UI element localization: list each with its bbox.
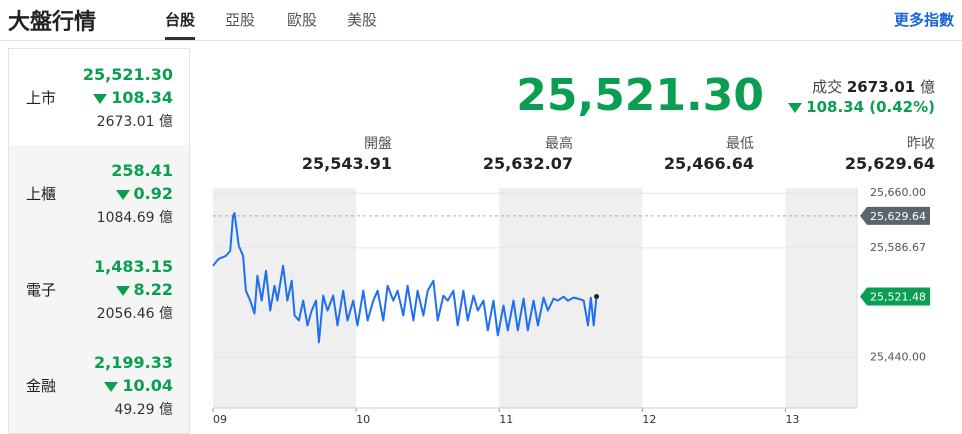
down-arrow [788, 102, 803, 113]
last-price-tag [860, 287, 930, 306]
hour-band [785, 188, 857, 408]
quote-change: 108.34 (0.42%) [788, 98, 935, 116]
tab[interactable]: 台股 [165, 9, 196, 40]
stat-value: 25,632.07 [482, 154, 573, 173]
x-tick-label: 13 [785, 413, 799, 426]
market-change: 8.22 [115, 280, 173, 299]
market-volume: 49.29 億 [114, 402, 173, 418]
market-change-value: 10.04 [122, 376, 173, 395]
market-change: 10.04 [104, 376, 173, 395]
y-tick-label: 25,660.00 [870, 186, 926, 199]
down-arrow [115, 285, 130, 296]
y-tick-label: 25,440.00 [870, 350, 926, 363]
market-name: 上櫃 [26, 185, 57, 203]
reference-tag [860, 206, 930, 225]
market-item[interactable]: 上市 25,521.30 108.34 2673.01 億 [9, 49, 189, 146]
quote-volume: 成交 2673.01 億 [812, 76, 935, 97]
volume-label: 成交 [812, 78, 843, 96]
down-arrow [115, 189, 130, 200]
more-link[interactable]: 更多指數 [893, 11, 954, 29]
y-tick-label: 25,586.67 [870, 241, 926, 254]
stat-label: 最高 [545, 136, 573, 152]
last-price-label: 25,521.48 [870, 291, 926, 304]
market-volume: 1084.69 億 [96, 210, 173, 226]
market-change: 0.92 [115, 184, 173, 203]
down-arrow [104, 381, 119, 392]
stat-value: 25,543.91 [301, 154, 392, 173]
market-volume: 2673.01 億 [96, 114, 173, 130]
page-title: 大盤行情 [8, 10, 97, 35]
stat-label: 最低 [726, 136, 754, 152]
market-price: 2,199.33 [94, 353, 173, 372]
divider [0, 40, 962, 41]
market-name: 金融 [26, 377, 57, 395]
volume-value: 2673.01 [846, 78, 916, 96]
market-volume: 2056.46 億 [96, 306, 173, 322]
market-price: 258.41 [111, 161, 173, 180]
market-price: 1,483.15 [94, 257, 173, 276]
tab[interactable]: 歐股 [287, 11, 318, 29]
market-item[interactable]: 電子 1,483.15 8.22 2056.46 億 [9, 241, 189, 338]
tab[interactable]: 亞股 [225, 11, 256, 29]
price-line [212, 212, 598, 344]
x-tick-label: 09 [213, 413, 227, 426]
stat-value: 25,629.64 [844, 154, 935, 173]
stat-label: 開盤 [364, 136, 392, 152]
down-arrow [93, 93, 108, 104]
market-change-value: 0.92 [133, 184, 173, 203]
market-price: 25,521.30 [82, 65, 173, 84]
market-change: 108.34 [93, 88, 173, 107]
market-item[interactable]: 上櫃 258.41 0.92 1084.69 億 [9, 145, 189, 242]
last-point [594, 294, 600, 300]
market-list: 上市 25,521.30 108.34 2673.01 億 上櫃 258.41 … [8, 48, 190, 434]
market-item[interactable]: 金融 2,199.33 10.04 49.29 億 [9, 337, 189, 434]
quote-change-value: 108.34 (0.42%) [806, 98, 935, 116]
market-name: 電子 [26, 281, 57, 299]
quote-price: 25,521.30 [516, 70, 764, 121]
stat-label: 昨收 [907, 136, 935, 152]
x-tick-label: 11 [499, 413, 513, 426]
tab[interactable]: 美股 [347, 11, 378, 29]
x-tick-label: 12 [642, 413, 656, 426]
chart: 09 10 11 12 13 25,440.00 25,586.67 25,660.00 25,… [212, 186, 930, 426]
market-change-value: 108.34 [111, 88, 173, 107]
market-change-value: 8.22 [133, 280, 173, 299]
hour-band [213, 188, 357, 408]
market-name: 上市 [26, 89, 57, 107]
reference-tag-label: 25,629.64 [870, 210, 926, 223]
stat-value: 25,466.64 [663, 154, 754, 173]
x-tick-label: 10 [356, 413, 370, 426]
volume-unit: 億 [919, 78, 935, 96]
